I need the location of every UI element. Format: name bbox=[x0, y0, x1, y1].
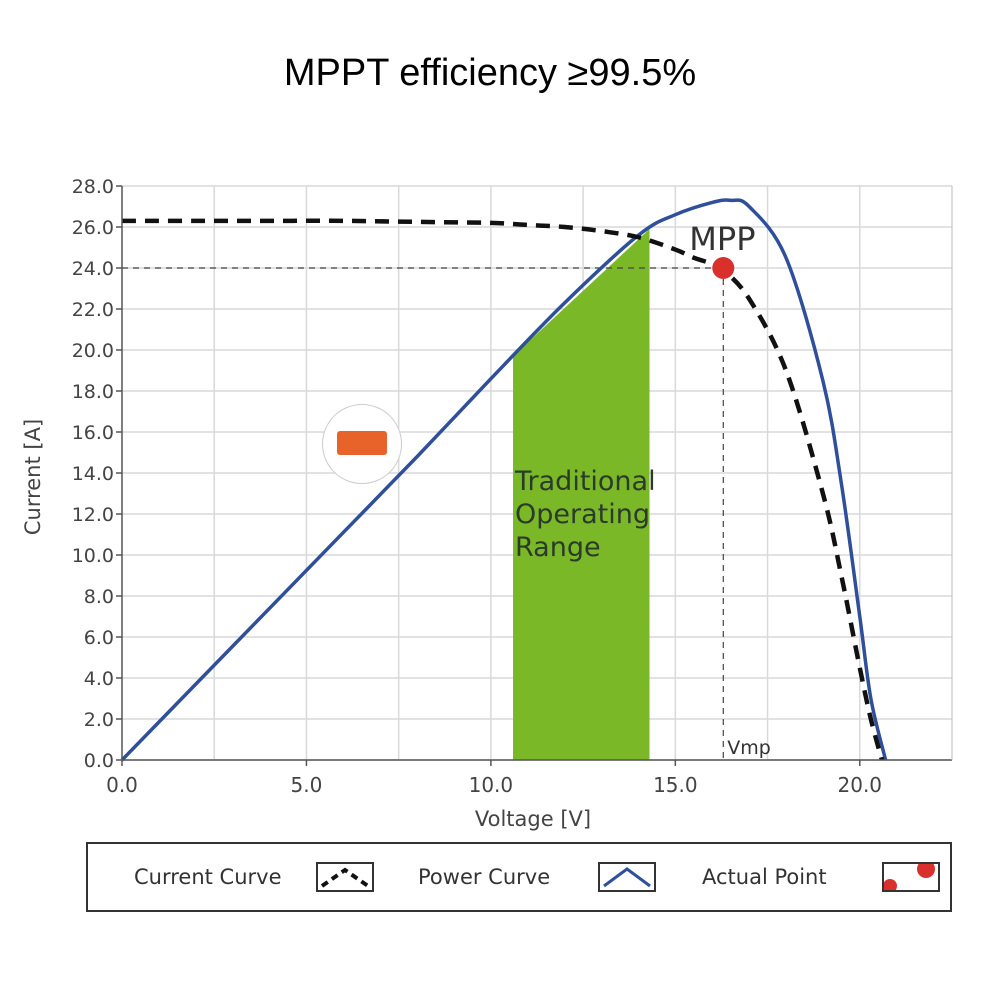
traditional-operating-range bbox=[513, 229, 650, 761]
legend-label-current: Current Curve bbox=[134, 865, 282, 889]
dashed-chevron-icon bbox=[320, 867, 370, 888]
y-tick-label: 24.0 bbox=[72, 258, 114, 280]
vmp-label: Vmp bbox=[727, 737, 771, 759]
y-tick-label: 4.0 bbox=[84, 668, 114, 690]
y-tick-label: 14.0 bbox=[72, 463, 114, 485]
y-tick-label: 10.0 bbox=[72, 545, 114, 567]
page-title: MPPT efficiency ≥99.5% bbox=[283, 52, 697, 94]
y-tick-label: 28.0 bbox=[72, 176, 114, 198]
x-tick-label: 10.0 bbox=[469, 773, 514, 797]
x-tick-label: 0.0 bbox=[106, 773, 138, 797]
y-axis-label: Current [A] bbox=[21, 419, 45, 535]
y-tick-label: 26.0 bbox=[72, 217, 114, 239]
y-tick-label: 6.0 bbox=[84, 627, 114, 649]
chevron-icon bbox=[603, 867, 651, 888]
range-label-line: Range bbox=[515, 532, 601, 563]
legend-label-point: Actual Point bbox=[702, 865, 827, 889]
x-axis-label: Voltage [V] bbox=[475, 807, 591, 831]
y-tick-label: 20.0 bbox=[72, 340, 114, 362]
legend-item-point: Actual Point bbox=[702, 844, 827, 910]
range-label-line: Operating bbox=[515, 499, 650, 530]
mpp-guide-lines bbox=[122, 267, 724, 760]
y-tick-label: 0.0 bbox=[84, 750, 114, 772]
legend-item-power: Power Curve bbox=[418, 844, 550, 910]
legend-label-power: Power Curve bbox=[418, 865, 551, 889]
y-tick-labels: 0.0 2.0 4.0 6.0 8.0 10.0 12.0 14.0 16.0 18.0 20.0 2… bbox=[72, 176, 122, 772]
mpp-point bbox=[712, 257, 735, 279]
mpp-label: MPP bbox=[689, 220, 755, 258]
y-tick-label: 2.0 bbox=[84, 709, 114, 731]
x-tick-label: 5.0 bbox=[291, 773, 323, 797]
red-dot-icon bbox=[883, 860, 935, 893]
marsrock-logo-watermark bbox=[322, 404, 402, 484]
x-tick-label: 15.0 bbox=[653, 773, 698, 797]
power-curve-swatch bbox=[598, 862, 656, 892]
current-curve bbox=[122, 218, 885, 761]
y-tick-label: 12.0 bbox=[72, 504, 114, 526]
x-tick-label: 20.0 bbox=[838, 773, 883, 797]
range-label-line: Traditional bbox=[514, 466, 656, 497]
y-tick-label: 18.0 bbox=[72, 381, 114, 403]
legend-item-current: Current Curve bbox=[134, 844, 282, 910]
y-tick-label: 8.0 bbox=[84, 586, 114, 608]
y-tick-label: 22.0 bbox=[72, 299, 114, 321]
legend: Current Curve Power Curve Actual Point bbox=[86, 842, 952, 912]
power-curve bbox=[120, 198, 888, 762]
current-curve-swatch bbox=[316, 862, 374, 892]
logo-band bbox=[337, 431, 387, 455]
actual-point-swatch bbox=[882, 860, 940, 893]
y-tick-label: 16.0 bbox=[72, 422, 114, 444]
x-tick-labels: 0.0 5.0 10.0 15.0 20.0 bbox=[106, 760, 882, 797]
